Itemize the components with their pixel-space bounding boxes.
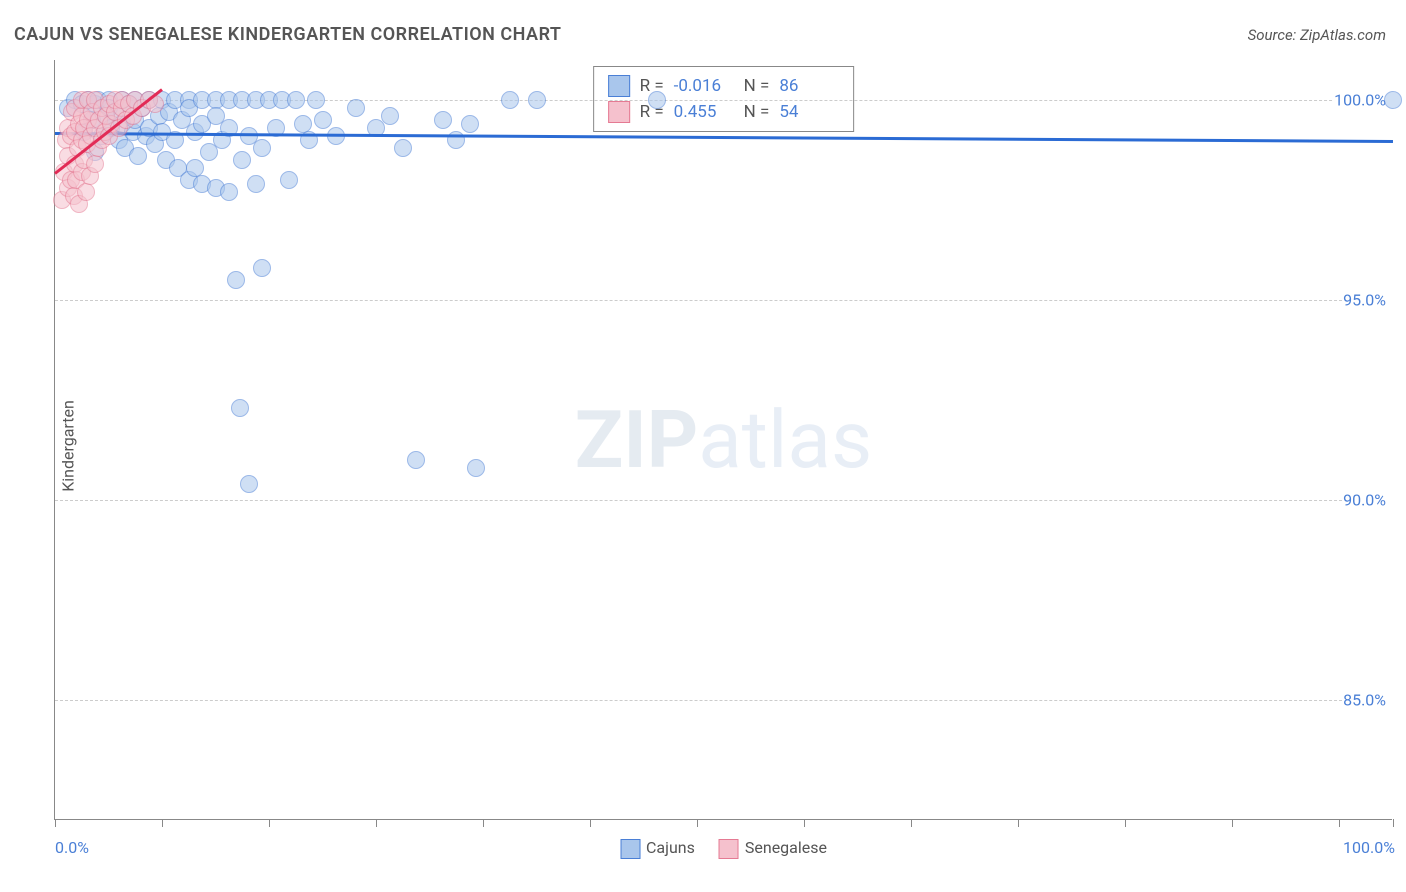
data-point (648, 91, 666, 109)
chart-title: CAJUN VS SENEGALESE KINDERGARTEN CORRELA… (14, 24, 562, 45)
data-point (280, 171, 298, 189)
y-tick-label: 85.0% (1343, 691, 1394, 710)
legend-label-senegalese: Senegalese (745, 838, 827, 857)
n-label: N = (744, 102, 770, 122)
x-tick-mark (269, 819, 270, 827)
data-point (233, 151, 251, 169)
data-point (528, 91, 546, 109)
legend-item-senegalese: Senegalese (719, 838, 827, 859)
x-tick-mark (1232, 819, 1233, 827)
data-point (86, 155, 104, 173)
data-point (501, 91, 519, 109)
plot-area: ZIPatlas R = -0.016 N = 86 R = 0.455 N =… (54, 60, 1392, 820)
data-point (307, 91, 325, 109)
n-label: N = (744, 76, 770, 96)
x-tick-mark (162, 819, 163, 827)
data-point (467, 459, 485, 477)
x-axis-label: 100.0% (1343, 838, 1395, 857)
x-tick-mark (911, 819, 912, 827)
data-point (231, 399, 249, 417)
watermark-atlas: atlas (698, 393, 872, 487)
x-tick-mark (697, 819, 698, 827)
x-tick-mark (1018, 819, 1019, 827)
legend-swatch-senegalese (719, 839, 739, 859)
data-point (287, 91, 305, 109)
data-point (220, 183, 238, 201)
stats-legend: R = -0.016 N = 86 R = 0.455 N = 54 (593, 66, 855, 132)
data-point (77, 183, 95, 201)
legend-item-cajuns: Cajuns (620, 838, 695, 859)
x-tick-mark (376, 819, 377, 827)
r-value-senegalese: 0.455 (674, 102, 734, 122)
series-legend: Cajuns Senegalese (620, 838, 827, 859)
y-tick-label: 90.0% (1343, 491, 1394, 510)
x-axis-label: 0.0% (55, 838, 89, 857)
watermark: ZIPatlas (575, 393, 872, 487)
data-point (247, 175, 265, 193)
data-point (347, 99, 365, 117)
data-point (253, 259, 271, 277)
data-point (227, 271, 245, 289)
n-value-cajuns: 86 (779, 76, 839, 96)
data-point (129, 147, 147, 165)
x-tick-mark (1339, 819, 1340, 827)
source-label: Source: ZipAtlas.com (1248, 26, 1386, 44)
chart-container: CAJUN VS SENEGALESE KINDERGARTEN CORRELA… (0, 0, 1406, 892)
x-tick-mark (590, 819, 591, 827)
data-point (1384, 91, 1402, 109)
data-point (461, 115, 479, 133)
stats-row-senegalese: R = 0.455 N = 54 (608, 99, 840, 125)
data-point (314, 111, 332, 129)
data-point (434, 111, 452, 129)
x-tick-mark (1393, 819, 1394, 827)
r-value-cajuns: -0.016 (674, 76, 734, 96)
data-point (407, 451, 425, 469)
watermark-zip: ZIP (575, 393, 699, 487)
swatch-senegalese (608, 101, 630, 123)
x-tick-mark (55, 819, 56, 827)
x-tick-mark (1125, 819, 1126, 827)
gridline (55, 700, 1392, 701)
gridline (55, 500, 1392, 501)
gridline (55, 300, 1392, 301)
data-point (394, 139, 412, 157)
data-point (381, 107, 399, 125)
stats-row-cajuns: R = -0.016 N = 86 (608, 73, 840, 99)
swatch-cajuns (608, 75, 630, 97)
legend-swatch-cajuns (620, 839, 640, 859)
x-tick-mark (483, 819, 484, 827)
x-tick-mark (804, 819, 805, 827)
y-tick-label: 95.0% (1343, 291, 1394, 310)
data-point (240, 475, 258, 493)
n-value-senegalese: 54 (779, 102, 839, 122)
data-point (253, 139, 271, 157)
legend-label-cajuns: Cajuns (646, 838, 695, 857)
